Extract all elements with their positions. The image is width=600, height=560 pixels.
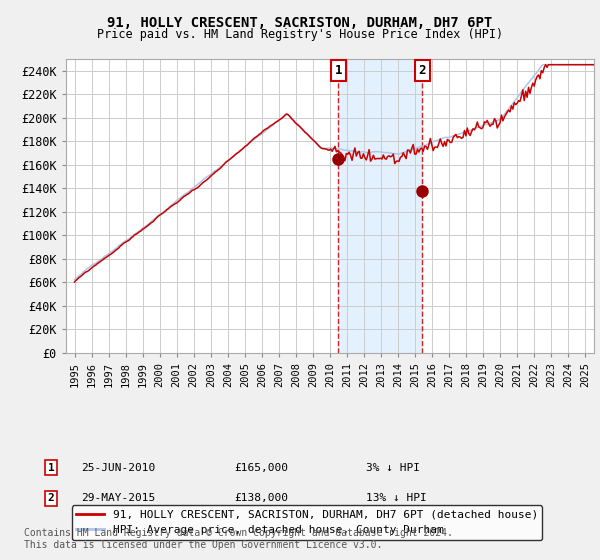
Text: 91, HOLLY CRESCENT, SACRISTON, DURHAM, DH7 6PT: 91, HOLLY CRESCENT, SACRISTON, DURHAM, D… <box>107 16 493 30</box>
Text: 1: 1 <box>47 463 55 473</box>
Text: 2: 2 <box>418 64 426 77</box>
Text: 13% ↓ HPI: 13% ↓ HPI <box>366 493 427 503</box>
Legend: 91, HOLLY CRESCENT, SACRISTON, DURHAM, DH7 6PT (detached house), HPI: Average pr: 91, HOLLY CRESCENT, SACRISTON, DURHAM, D… <box>71 505 542 540</box>
Text: £138,000: £138,000 <box>234 493 288 503</box>
Bar <box>338 59 422 353</box>
Text: 2: 2 <box>47 493 55 503</box>
Text: Price paid vs. HM Land Registry's House Price Index (HPI): Price paid vs. HM Land Registry's House … <box>97 28 503 41</box>
Text: 1: 1 <box>334 64 342 77</box>
Text: Contains HM Land Registry data © Crown copyright and database right 2024.
This d: Contains HM Land Registry data © Crown c… <box>24 528 453 550</box>
Text: 25-JUN-2010: 25-JUN-2010 <box>81 463 155 473</box>
Text: 3% ↓ HPI: 3% ↓ HPI <box>366 463 420 473</box>
Text: £165,000: £165,000 <box>234 463 288 473</box>
Text: 29-MAY-2015: 29-MAY-2015 <box>81 493 155 503</box>
